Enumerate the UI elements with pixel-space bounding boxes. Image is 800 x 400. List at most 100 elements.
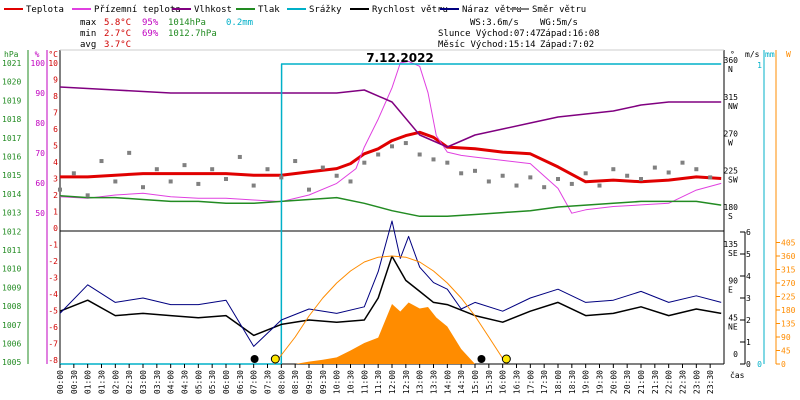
wind-speed-info: WS:3.6m/s <box>470 18 519 28</box>
temperature-axis-label: °C <box>48 50 58 59</box>
temperature-tick-label: 4 <box>53 158 58 167</box>
wind-direction-name-label: NW <box>728 102 738 111</box>
stats-pressure-value: 1014hPa <box>168 18 206 28</box>
pressure-tick-label: 1014 <box>2 190 21 199</box>
wind-direction-point <box>182 163 187 168</box>
rain-tick-label: 0 <box>757 360 762 369</box>
sunrise-info: Slunce Východ:07:47 <box>438 29 541 39</box>
wind-direction-name-label: S <box>728 212 733 221</box>
x-tick-label: 00:30 <box>70 370 79 394</box>
pressure-tick-label: 1020 <box>2 78 21 87</box>
humidity-tick-label: 100 <box>31 59 46 68</box>
humidity-axis-label: % <box>35 50 40 59</box>
x-tick-label: 07:30 <box>264 370 273 394</box>
x-tick-label: 16:00 <box>499 370 508 394</box>
series-line-teoretick-z-en- <box>274 255 507 365</box>
legend: Teplota Přízemní teplota Vlhkost Tlak Srážky… <box>4 5 586 15</box>
temperature-tick-label: -7 <box>48 340 58 349</box>
temperature-tick-label: -5 <box>48 307 58 316</box>
stats-temp-value: 2.7°C <box>104 29 131 39</box>
x-tick-label: 13:00 <box>416 370 425 394</box>
solar-tick-label: 90 <box>781 333 791 342</box>
chart-title: 7.12.2022 <box>366 51 434 65</box>
wind-speed-tick-label: 4 <box>746 272 751 281</box>
series-lines <box>58 60 722 365</box>
axes: 00:00 00:30 01:00 01:30 02:00 02:30 03:00 03:30… <box>2 50 796 394</box>
x-tick-label: 02:00 <box>111 370 120 394</box>
x-tick-label: 05:00 <box>194 370 203 394</box>
wind-direction-point <box>556 177 560 182</box>
wind-direction-point <box>251 183 256 188</box>
wind-direction-point <box>403 141 408 146</box>
legend-label: Směr větru <box>532 5 586 15</box>
wind-direction-point <box>293 159 298 164</box>
wind-direction-tick-label: 225 <box>724 166 739 175</box>
x-tick-label: 04:30 <box>181 370 190 394</box>
temperature-tick-label: -4 <box>48 290 58 299</box>
wind-direction-name-label: N <box>728 65 733 74</box>
temperature-tick-label: 8 <box>53 92 58 101</box>
x-tick-label: 15:00 <box>471 370 480 394</box>
wind-direction-point <box>362 160 367 165</box>
wind-speed-tick-label: 3 <box>746 294 751 303</box>
solar-tick-label: 360 <box>781 252 796 261</box>
humidity-tick-label: 70 <box>35 149 45 158</box>
x-tick-label: 18:30 <box>568 370 577 394</box>
stats-row-label: avg <box>80 40 96 50</box>
temperature-tick-label: 10 <box>48 59 58 68</box>
x-tick-label: 03:30 <box>153 370 162 394</box>
wind-direction-point <box>307 187 311 192</box>
wind-speed-tick-label: 2 <box>746 316 751 325</box>
moonset-info: Západ:7:02 <box>540 40 594 50</box>
humidity-tick-label: 90 <box>35 89 45 98</box>
wind-direction-point <box>514 183 519 188</box>
wind-direction-axis-label: ° <box>730 50 735 59</box>
legend-label: Náraz větru <box>462 5 522 15</box>
wind-direction-point <box>639 177 643 182</box>
wind-direction-point <box>154 167 159 172</box>
x-tick-label: 21:00 <box>637 370 646 394</box>
wind-direction-point <box>71 171 76 176</box>
x-tick-label: 15:30 <box>485 370 494 394</box>
wind-direction-point <box>500 173 505 178</box>
x-tick-label: 22:30 <box>679 370 688 394</box>
x-tick-label: 06:30 <box>236 370 245 394</box>
x-tick-label: 23:00 <box>692 370 701 394</box>
wind-direction-point <box>127 150 132 155</box>
pressure-tick-label: 1017 <box>2 134 21 143</box>
wind-speed-axis-label: m/s <box>745 50 760 59</box>
x-tick-label: 22:00 <box>665 370 674 394</box>
series-line-tlak <box>59 195 722 218</box>
series-line-p-zemn-teplota <box>59 60 722 214</box>
legend-label: Srážky <box>309 5 342 15</box>
x-tick-label: 17:30 <box>540 370 549 394</box>
wind-direction-point <box>652 165 657 170</box>
wind-direction-point <box>99 159 104 164</box>
pressure-tick-label: 1006 <box>2 340 21 349</box>
wind-direction-point <box>611 167 616 172</box>
solar-tick-label: 135 <box>781 320 796 329</box>
x-tick-label: 12:30 <box>402 370 411 394</box>
x-tick-label: 09:00 <box>305 370 314 394</box>
x-tick-label: 16:30 <box>513 370 522 394</box>
x-tick-label: 01:00 <box>84 370 93 394</box>
series-line-vlhkost <box>59 86 722 148</box>
x-tick-label: 11:30 <box>374 370 383 394</box>
pressure-tick-label: 1018 <box>2 115 21 124</box>
x-tick-label: 14:00 <box>443 370 452 394</box>
wind-direction-point <box>708 175 713 180</box>
solar-tick-label: 270 <box>781 279 796 288</box>
temperature-tick-label: -1 <box>48 241 58 250</box>
temperature-tick-label: 5 <box>53 142 58 151</box>
x-tick-label: 19:30 <box>596 370 605 394</box>
pressure-tick-label: 1007 <box>2 321 21 330</box>
wind-speed-tick-label: 6 <box>746 228 751 237</box>
solar-tick-label: 405 <box>781 239 796 248</box>
wind-speed-tick-label: 0 <box>746 360 751 369</box>
moonrise-info: Měsíc Východ:15:14 <box>438 40 536 50</box>
stats-temp-value: 5.8°C <box>104 18 131 28</box>
solar-tick-label: 180 <box>781 306 796 315</box>
stats-block: max 5.8°C 95% 1014hPa 0.2mm min 2.7°C 69% 1012.7… <box>80 18 600 50</box>
